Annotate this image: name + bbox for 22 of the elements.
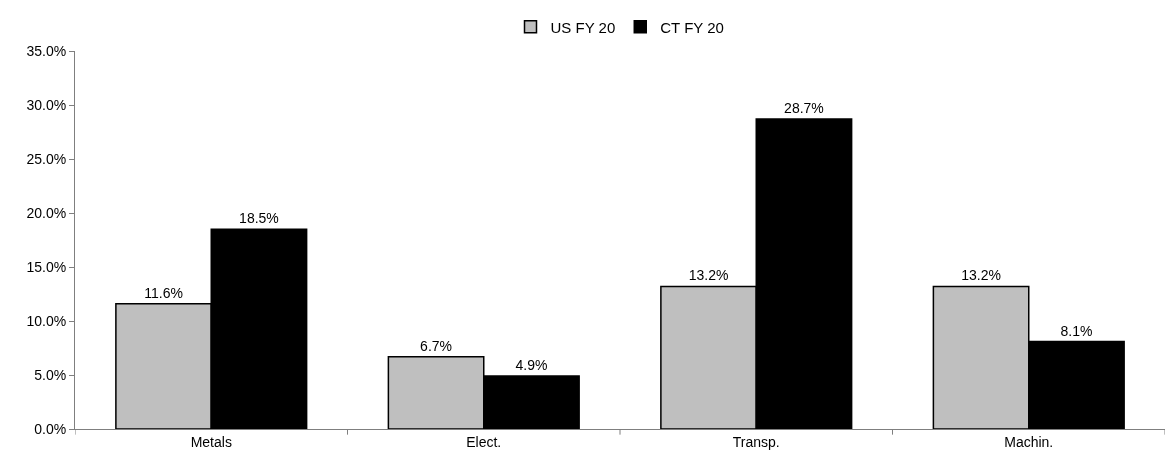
y-tick-label: 0.0% <box>34 420 67 437</box>
legend-label: CT FY 20 <box>660 18 724 36</box>
data-label: 4.9% <box>515 357 548 374</box>
data-label: 8.1% <box>1060 322 1093 339</box>
data-label: 13.2% <box>688 267 729 284</box>
x-tick-label: Metals <box>190 433 232 450</box>
x-tick-label: Elect. <box>466 433 502 450</box>
y-tick-label: 15.0% <box>26 258 67 275</box>
y-tick-label: 35.0% <box>26 42 67 59</box>
y-tick-label: 5.0% <box>34 366 67 383</box>
data-label: 28.7% <box>784 100 824 117</box>
y-tick-label: 30.0% <box>26 96 67 113</box>
x-tick-label: Transp. <box>732 433 780 450</box>
y-tick-label: 20.0% <box>26 204 67 221</box>
data-label: 11.6% <box>144 284 183 301</box>
x-tick-label: Machin. <box>1004 433 1054 450</box>
y-tick-label: 10.0% <box>26 312 67 329</box>
y-tick-label: 25.0% <box>26 150 67 167</box>
data-label: 6.7% <box>420 337 453 354</box>
legend-label: US FY 20 <box>550 18 616 36</box>
data-label: 18.5% <box>239 210 279 227</box>
data-label: 13.2% <box>961 267 1001 284</box>
